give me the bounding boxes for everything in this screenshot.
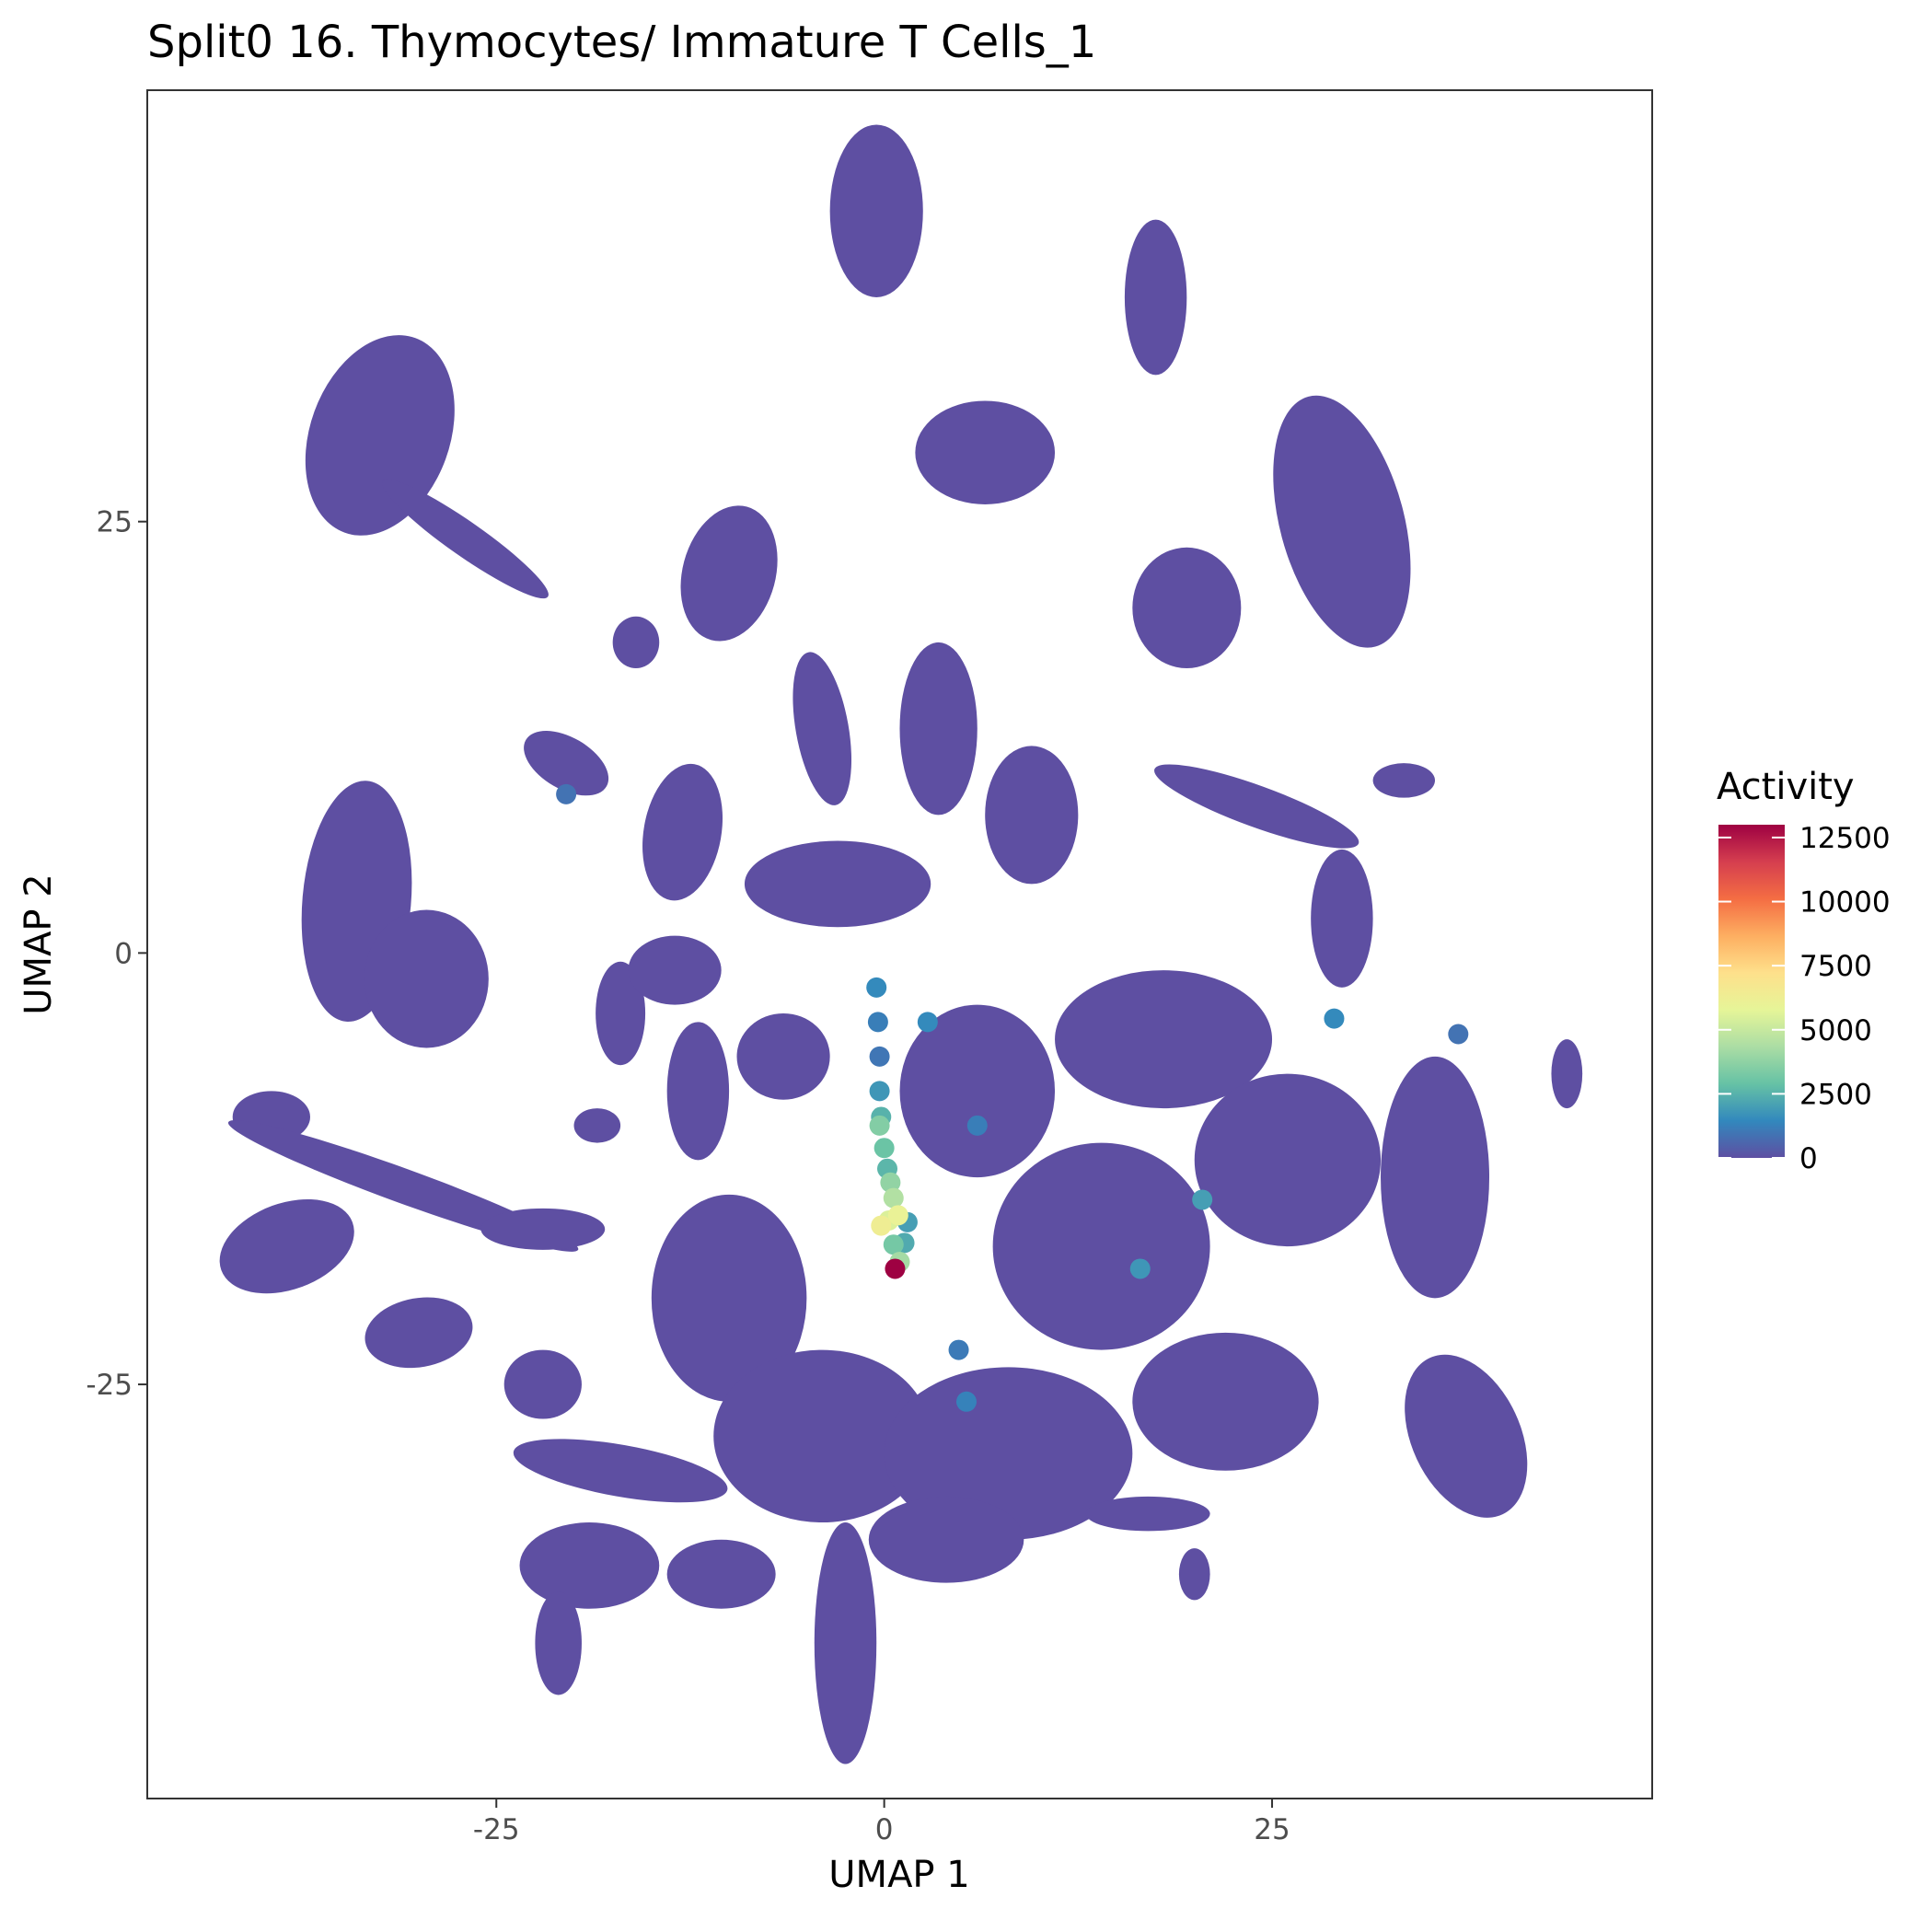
x-axis: -25 0 25	[473, 1799, 1290, 1846]
x-axis-title: UMAP 1	[828, 1854, 969, 1896]
data-point-17	[873, 1138, 895, 1159]
cluster-40	[1405, 1354, 1528, 1518]
cluster-30	[666, 1022, 730, 1161]
point-layer	[556, 783, 1469, 1412]
cluster-20	[573, 1108, 621, 1143]
cluster-47	[1178, 1548, 1210, 1601]
y-tick-label: 25	[97, 506, 133, 539]
data-point-0	[1448, 1024, 1469, 1045]
cluster-8	[612, 616, 660, 669]
cluster-2	[829, 124, 923, 297]
cluster-3	[1124, 219, 1187, 376]
data-point-4	[867, 1012, 888, 1033]
cluster-18	[364, 1297, 473, 1369]
cluster-7	[1132, 547, 1242, 669]
data-point-22	[883, 1187, 904, 1209]
cluster-44	[666, 1539, 776, 1609]
data-point-13	[1192, 1189, 1213, 1210]
cluster-49	[535, 1591, 582, 1695]
y-tick-label: 0	[114, 937, 133, 970]
data-point-9	[1324, 1008, 1345, 1029]
cluster-42	[513, 1439, 728, 1503]
legend-tick-label: 10000	[1799, 886, 1891, 920]
cluster-13	[364, 909, 489, 1048]
data-point-5	[966, 1115, 988, 1136]
data-point-19	[869, 1115, 890, 1136]
cluster-23	[985, 746, 1079, 885]
cluster-28	[1551, 1039, 1583, 1109]
data-point-24	[887, 1205, 908, 1226]
legend: Activity 0 2500 5000 7500 10000 12500	[1717, 766, 1891, 1175]
cluster-22	[744, 840, 931, 928]
cluster-43	[519, 1522, 660, 1609]
legend-tick-label: 2500	[1799, 1078, 1872, 1111]
cluster-31	[899, 1004, 1056, 1178]
cluster-38	[884, 1367, 1133, 1540]
cluster-5	[1273, 395, 1411, 648]
data-point-8	[917, 1012, 938, 1033]
data-point-18	[883, 1234, 904, 1255]
cluster-29	[736, 1012, 830, 1100]
cluster-11	[792, 652, 852, 805]
y-tick-label: -25	[86, 1369, 133, 1402]
legend-tick-label: 0	[1799, 1142, 1818, 1175]
cluster-27	[1311, 849, 1373, 988]
cluster-0	[305, 335, 455, 536]
cluster-36	[651, 1194, 807, 1402]
legend-tick-label: 12500	[1799, 822, 1891, 855]
y-axis-title: UMAP 2	[17, 873, 60, 1014]
cluster-17	[480, 1208, 606, 1250]
cluster-4	[915, 400, 1056, 504]
data-point-3	[948, 1339, 969, 1360]
cluster-16	[219, 1198, 354, 1294]
cluster-10	[642, 763, 723, 901]
cluster-25	[1154, 764, 1359, 849]
cluster-34	[1194, 1073, 1382, 1247]
x-tick-label: -25	[473, 1813, 520, 1846]
legend-colorbar	[1718, 825, 1785, 1158]
legend-tick-label: 5000	[1799, 1014, 1872, 1047]
data-point-1	[556, 783, 577, 804]
cluster-45	[814, 1522, 877, 1764]
legend-tick-label: 7500	[1799, 950, 1872, 983]
data-point-25	[871, 1215, 892, 1236]
data-point-26	[885, 1258, 906, 1279]
data-point-2	[869, 1046, 890, 1067]
cluster-46	[868, 1496, 1024, 1583]
cluster-1	[382, 479, 549, 599]
y-axis: -25 0 25	[86, 506, 147, 1402]
data-point-6	[955, 1391, 977, 1412]
cluster-24	[899, 642, 978, 816]
x-tick-label: 0	[875, 1813, 894, 1846]
cluster-32	[1055, 970, 1273, 1109]
data-point-7	[866, 977, 887, 998]
cluster-33	[1381, 1056, 1490, 1299]
plot-panel-border	[146, 89, 1653, 1799]
cluster-26	[1372, 763, 1436, 798]
cluster-37	[713, 1349, 931, 1523]
data-point-20	[880, 1172, 901, 1193]
cluster-48	[1085, 1496, 1210, 1532]
legend-ticks: 0 2500 5000 7500 10000 12500	[1718, 822, 1891, 1175]
cluster-9	[524, 731, 609, 796]
cluster-35	[992, 1142, 1210, 1350]
cluster-6	[680, 505, 778, 642]
cluster-21	[628, 935, 722, 1005]
data-point-10	[869, 1081, 890, 1102]
cluster-41	[503, 1349, 582, 1419]
cluster-layer	[219, 124, 1583, 1764]
chart-title: Split0 16. Thymocytes/ Immature T Cells_…	[147, 17, 1096, 68]
data-point-11	[1129, 1258, 1151, 1279]
cluster-19	[596, 961, 646, 1066]
x-tick-label: 25	[1254, 1813, 1290, 1846]
cluster-39	[1132, 1332, 1319, 1471]
legend-title: Activity	[1717, 766, 1855, 808]
